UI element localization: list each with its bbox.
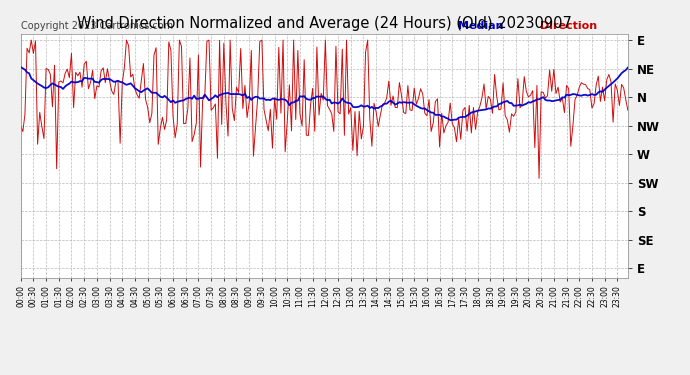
Text: Direction: Direction	[540, 21, 597, 32]
Title: Wind Direction Normalized and Average (24 Hours) (Old) 20230907: Wind Direction Normalized and Average (2…	[77, 16, 572, 31]
Text: Median: Median	[458, 21, 504, 32]
Text: Copyright 2023 Cartronics.com: Copyright 2023 Cartronics.com	[21, 21, 172, 32]
